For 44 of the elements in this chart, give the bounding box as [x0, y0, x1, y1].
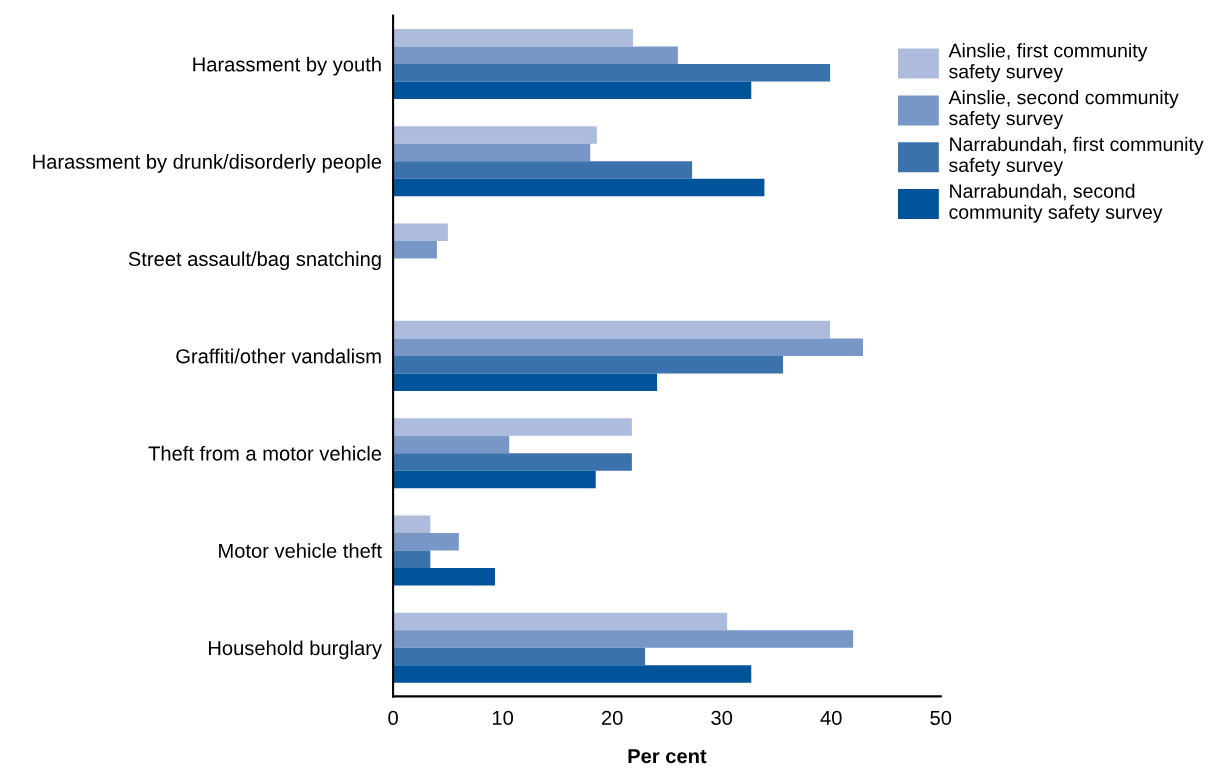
bar: [393, 373, 658, 391]
x-tick-label: 20: [601, 710, 623, 726]
bar: [393, 435, 510, 454]
bar: [393, 453, 632, 471]
bar: [393, 647, 646, 666]
bar: [393, 532, 459, 551]
bar: [393, 178, 765, 197]
legend-label: Ainslie, second community safety survey: [948, 90, 1179, 130]
bar: [393, 355, 784, 374]
x-tick-label: 0: [388, 710, 398, 726]
legend-label: Ainslie, first community safety survey: [948, 43, 1148, 83]
x-tick-label: 50: [930, 710, 952, 726]
y-tick-label: Harassment by drunk/disorderly people: [33, 154, 382, 173]
bar: [393, 550, 431, 568]
legend-label: Narrabundah, first community safety survey: [949, 136, 1204, 176]
bar: [393, 665, 752, 683]
bar: [393, 126, 597, 144]
bar: [393, 470, 596, 489]
bar: [393, 241, 437, 259]
x-tick-label: 10: [492, 710, 514, 726]
x-tick-label: 40: [820, 710, 842, 726]
bar: [393, 612, 728, 631]
y-tick-label: Street assault/bag snatching: [128, 251, 381, 271]
y-tick-label: Graffiti/other vandalism: [176, 348, 381, 364]
bar: [393, 81, 752, 100]
y-tick-label: Household burglary: [209, 640, 382, 660]
bar: [393, 630, 854, 648]
bar: [393, 29, 633, 47]
bar: [393, 515, 431, 533]
legend-label: Narrabundah, second community safety survey: [949, 183, 1163, 223]
y-tick-label: Harassment by youth: [193, 56, 381, 76]
bar: [393, 320, 831, 339]
bar: [393, 161, 693, 179]
bar: [393, 338, 863, 356]
bar: [393, 46, 678, 65]
y-tick-label: Motor vehicle theft: [219, 543, 382, 558]
bar: [393, 567, 495, 586]
x-axis-title: Per cent: [628, 749, 707, 764]
bar: [393, 64, 831, 82]
bar: [393, 223, 448, 242]
y-tick-label: Theft from a motor vehicle: [148, 445, 382, 461]
x-tick-label: 30: [711, 710, 733, 726]
bar: [393, 143, 591, 162]
bar: [393, 418, 632, 436]
